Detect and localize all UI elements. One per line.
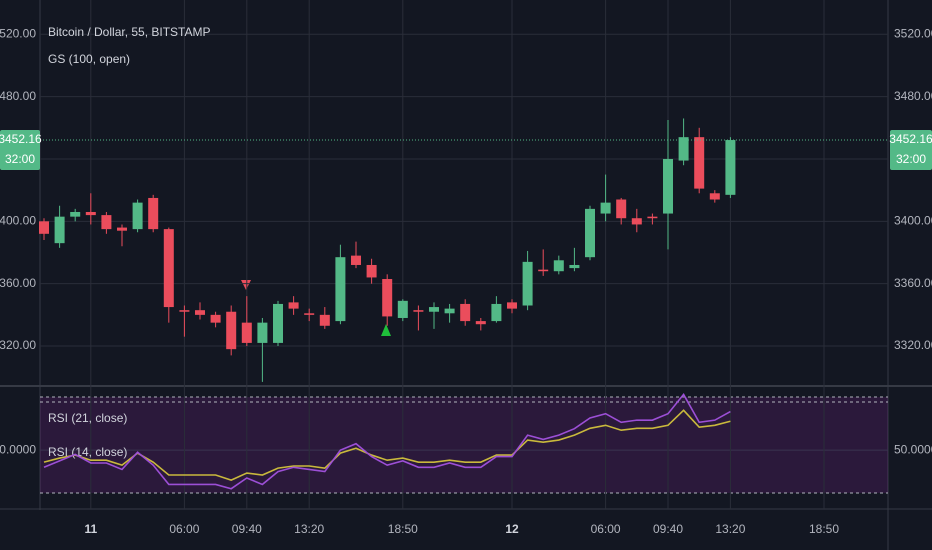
candle-body <box>319 314 330 326</box>
y-tick-label: 3360.00 <box>894 276 932 290</box>
candle-body <box>210 314 221 323</box>
countdown-label: 32:00 <box>5 152 35 166</box>
candle-body <box>39 221 49 234</box>
candle-body <box>163 229 174 308</box>
x-tick-label: 11 <box>84 522 97 536</box>
candle-body <box>663 158 673 214</box>
y-tick-label: 50.0000 <box>894 442 932 456</box>
last-price-label: 3452.16 <box>889 132 932 146</box>
candle-body <box>725 140 736 195</box>
candle-body <box>538 269 549 272</box>
x-tick-label: 18:50 <box>809 522 839 536</box>
candle-body <box>491 303 502 322</box>
candle-body <box>678 137 689 161</box>
rsi-line <box>43 393 731 490</box>
rsi-band <box>40 397 888 493</box>
candle-body <box>54 216 65 244</box>
candle-body <box>304 313 315 315</box>
chart-title: Bitcoin / Dollar, 55, BITSTAMP <box>48 25 211 39</box>
candle-body <box>522 261 533 306</box>
rsi-legend: RSI (21, close) <box>48 411 127 425</box>
candle-body <box>179 310 190 312</box>
y-tick-label: 3520.00 <box>894 26 932 40</box>
candle-body <box>647 216 658 219</box>
candle-body <box>382 279 393 317</box>
price-label-bg <box>0 130 40 171</box>
candle-body <box>85 211 96 216</box>
x-tick-label: 09:40 <box>653 522 683 536</box>
candle-body <box>351 255 361 265</box>
candle-body <box>195 310 205 315</box>
candle-body <box>631 218 642 225</box>
candle-body <box>273 303 283 343</box>
rsi-line <box>43 409 731 482</box>
candle-body <box>117 227 127 231</box>
candle-body <box>709 193 720 200</box>
x-tick-label: 13:20 <box>294 522 324 536</box>
candle-body <box>585 208 595 258</box>
x-tick-label: 09:40 <box>232 522 262 536</box>
candle-body <box>257 322 268 343</box>
candle-body <box>132 202 143 230</box>
candle-body <box>226 311 237 350</box>
candle-body <box>101 215 112 230</box>
candle-body <box>335 257 346 322</box>
candle-body <box>429 307 439 312</box>
candle-body <box>475 321 486 325</box>
candle-body <box>460 303 471 322</box>
y-tick-label: 3400.00 <box>894 214 932 228</box>
x-tick-label: 13:20 <box>715 522 745 536</box>
x-tick-label: 06:00 <box>591 522 621 536</box>
candle-body <box>444 308 455 314</box>
x-tick-label: 18:50 <box>388 522 418 536</box>
sell-signal <box>241 280 251 290</box>
indicator-label: GS (100, open) <box>48 52 130 66</box>
buy-signal <box>381 324 391 336</box>
countdown-label: 32:00 <box>896 152 926 166</box>
x-tick-label: 06:00 <box>169 522 199 536</box>
y-tick-label: 3320.00 <box>894 338 932 352</box>
candle-body <box>241 322 252 343</box>
candle-body <box>366 264 377 278</box>
y-tick-label: 50.0000 <box>0 442 36 456</box>
candle-body <box>288 302 299 309</box>
y-tick-label: 3360.00 <box>0 276 36 290</box>
candle-body <box>507 302 517 309</box>
candle-body <box>600 202 611 214</box>
x-tick-label: 12 <box>505 522 519 536</box>
candle-body <box>148 197 159 230</box>
y-tick-label: 3320.00 <box>0 338 36 352</box>
candle-body <box>413 310 424 312</box>
candle-body <box>569 264 580 269</box>
y-tick-label: 3480.00 <box>894 89 932 103</box>
y-tick-label: 3400.00 <box>0 214 36 228</box>
candle-body <box>616 199 627 219</box>
candle-body <box>553 260 564 272</box>
candle-body <box>70 211 81 217</box>
price-label-bg <box>890 130 932 171</box>
rsi-legend: RSI (14, close) <box>48 445 127 459</box>
candle-body <box>694 137 705 189</box>
last-price-label: 3452.16 <box>0 132 42 146</box>
y-tick-label: 3520.00 <box>0 26 36 40</box>
candle-body <box>397 300 408 318</box>
y-tick-label: 3480.00 <box>0 89 36 103</box>
